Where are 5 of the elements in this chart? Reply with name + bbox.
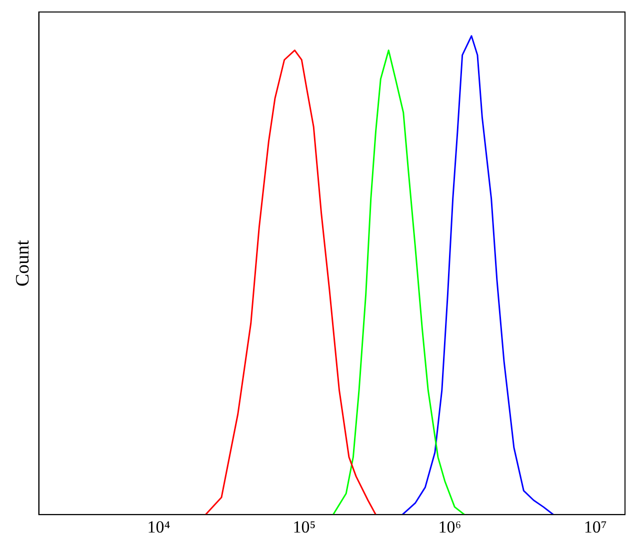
x-tick-label: 10⁵ (292, 517, 316, 536)
x-tick-label: 10⁴ (147, 517, 170, 536)
x-tick-label: 10⁶ (438, 517, 462, 536)
y-axis-title: Count (12, 239, 34, 287)
x-tick-label: 10⁷ (584, 517, 607, 536)
